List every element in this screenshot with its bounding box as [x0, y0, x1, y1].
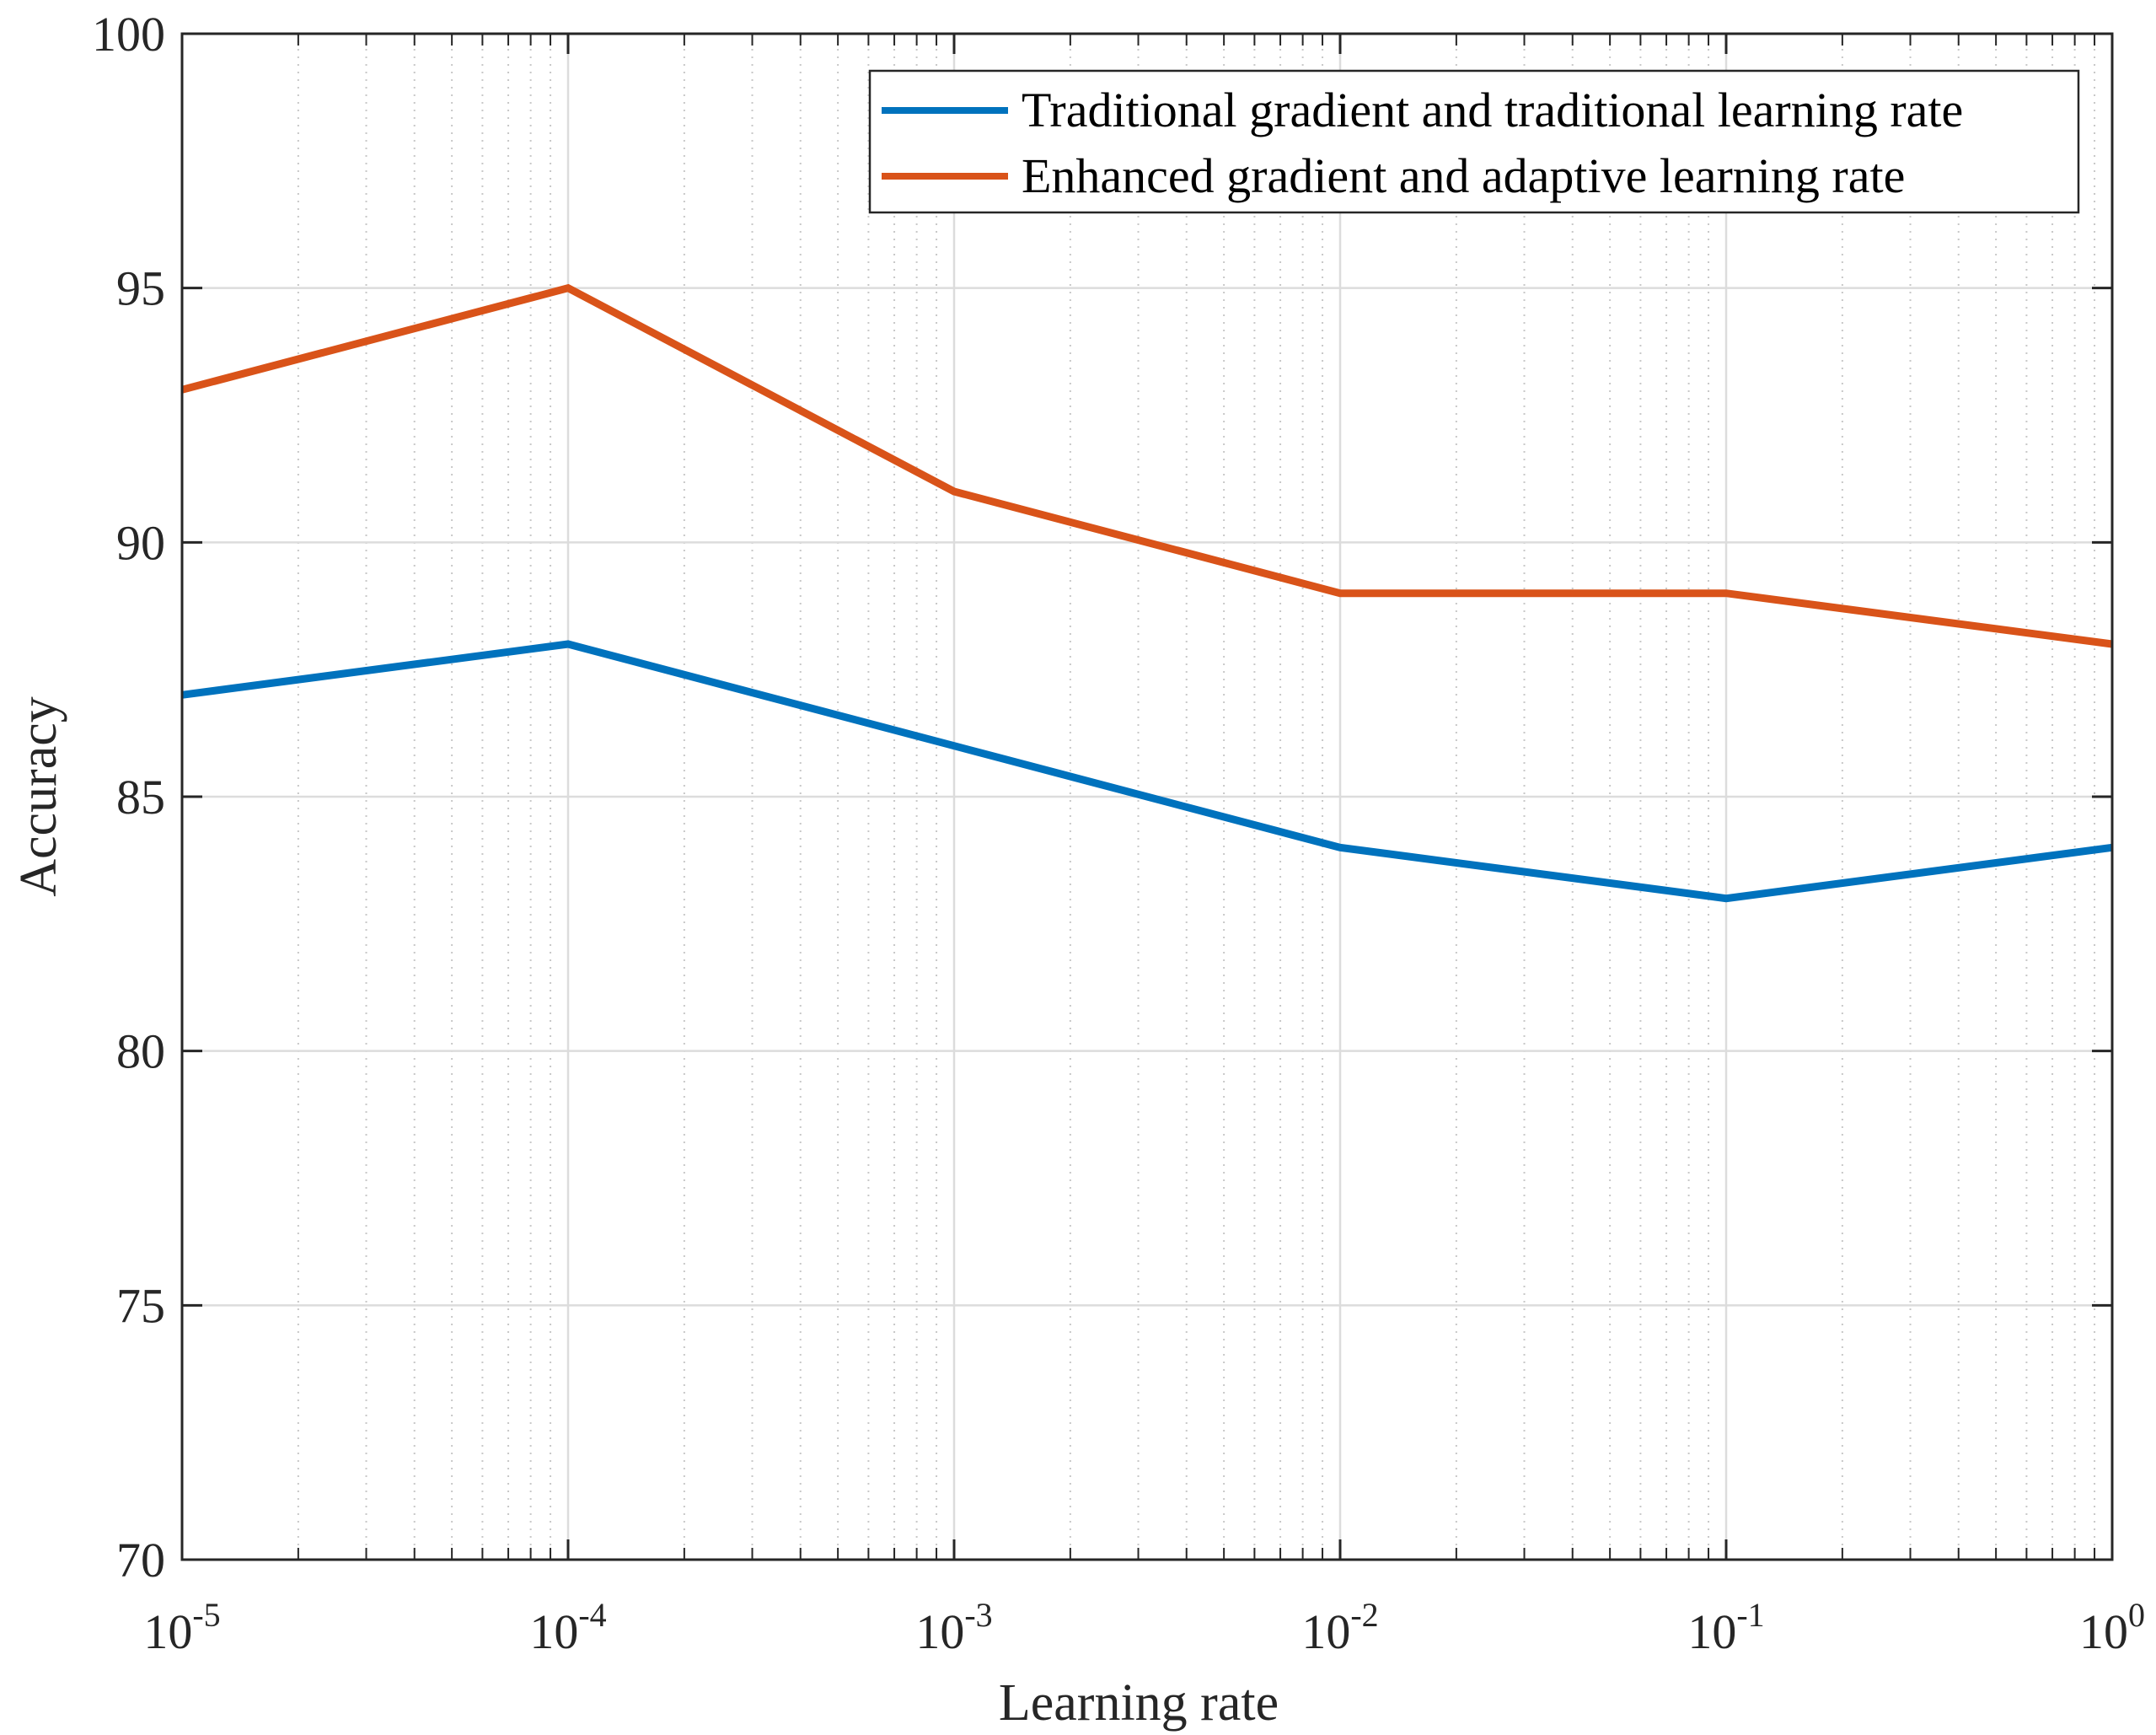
x-tick-label: 10-3 — [915, 1596, 992, 1659]
x-axis-label: Learning rate — [999, 1674, 1279, 1732]
x-tick-label: 10-2 — [1301, 1596, 1378, 1659]
y-axis-label: Accuracy — [10, 696, 67, 897]
x-tick-label: 100 — [2079, 1596, 2145, 1659]
y-tick-label: 100 — [92, 7, 165, 62]
x-tick-label: 10-4 — [529, 1596, 606, 1659]
y-tick-label: 75 — [116, 1278, 165, 1333]
y-tick-label: 90 — [116, 515, 165, 570]
x-tick-label: 10-5 — [143, 1596, 220, 1659]
legend-label-enhanced: Enhanced gradient and adaptive learning … — [1022, 148, 1905, 203]
series-lines — [180, 283, 2113, 903]
y-tick-label: 85 — [116, 770, 165, 825]
y-tick-label: 80 — [116, 1024, 165, 1079]
series-line-traditional — [181, 640, 2113, 903]
tick-labels: 10-5 10-4 10-3 10-2 10-1 100 70 75 80 85 90 95 100 — [92, 7, 2145, 1659]
legend-box — [868, 69, 2080, 214]
axis-ticks — [180, 32, 2114, 1561]
legend-label-traditional: Traditional gradient and traditional lea… — [1022, 83, 1963, 137]
series-line-enhanced — [180, 283, 2113, 648]
y-tick-label: 70 — [116, 1533, 165, 1587]
y-tick-label: 95 — [116, 261, 165, 316]
x-tick-label: 10-1 — [1687, 1596, 1764, 1659]
legend: Traditional gradient and traditional lea… — [868, 69, 2080, 214]
